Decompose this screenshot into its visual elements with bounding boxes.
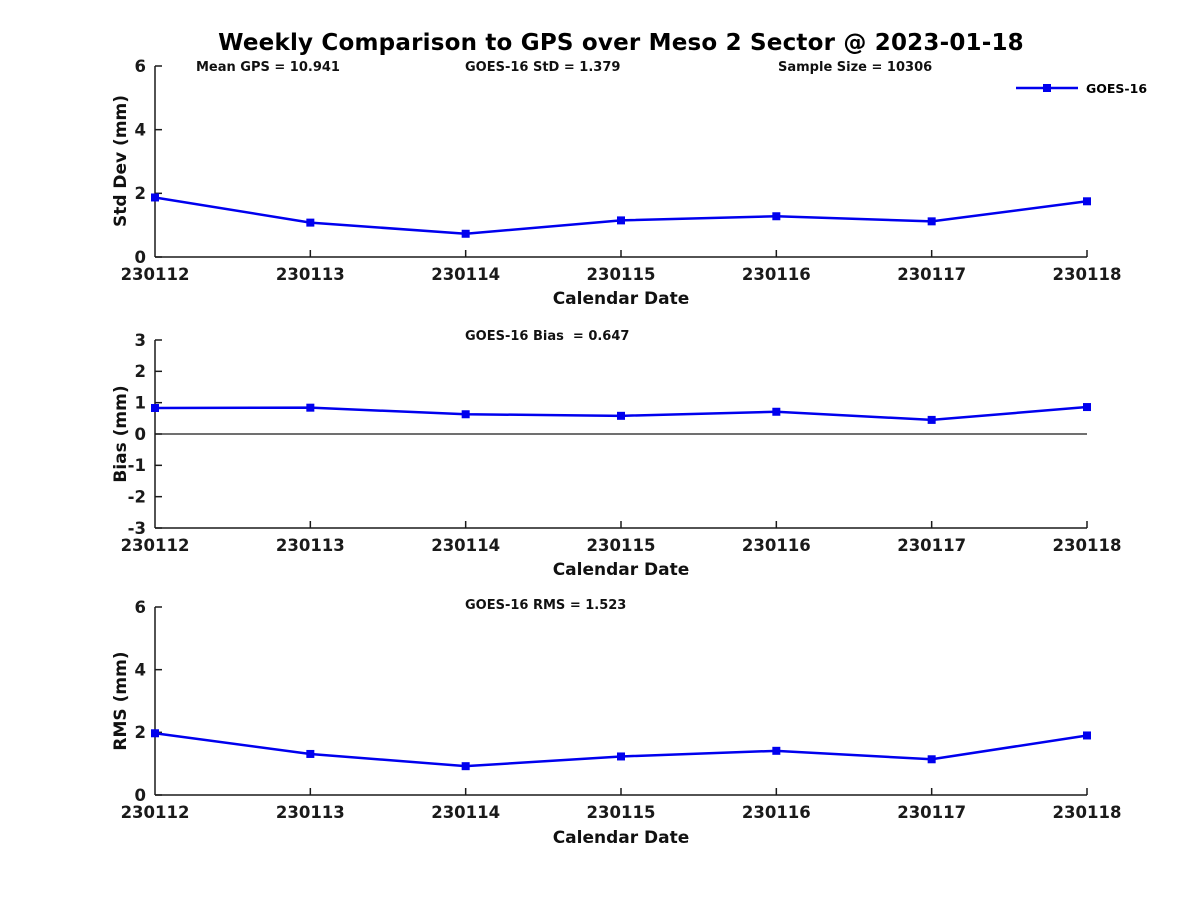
y-axis-label-std-dev: Std Dev (mm) bbox=[111, 94, 131, 228]
data-point-marker bbox=[461, 229, 470, 238]
x-tick-label: 230117 bbox=[897, 536, 966, 555]
y-tick-label: 2 bbox=[135, 362, 146, 381]
data-point-marker bbox=[461, 762, 470, 771]
data-point-marker bbox=[772, 407, 781, 416]
y-tick-label: 1 bbox=[135, 393, 146, 412]
x-tick-label: 230114 bbox=[431, 536, 500, 555]
data-point-marker bbox=[306, 749, 315, 758]
x-tick-label: 230117 bbox=[897, 803, 966, 822]
y-tick-label: 2 bbox=[135, 184, 146, 203]
y-tick-label: 4 bbox=[135, 660, 146, 679]
annotation-goes16-std: GOES-16 StD = 1.379 bbox=[465, 60, 621, 75]
data-point-marker bbox=[617, 752, 625, 761]
y-tick-label: 2 bbox=[135, 723, 146, 742]
bias-plot: -3 -2 -1 0 1 2 3 230112 230113 230114 230115 230116… bbox=[121, 331, 1122, 555]
legend-line-marker-icon bbox=[1016, 84, 1078, 92]
data-point-marker bbox=[772, 212, 781, 221]
figure-title: Weekly Comparison to GPS over Meso 2 Sec… bbox=[218, 30, 1024, 56]
data-point-marker bbox=[927, 217, 936, 226]
data-point-marker bbox=[617, 216, 625, 225]
x-axis-label-top: Calendar Date bbox=[552, 289, 690, 309]
rms-plot: 0 2 4 6 230112 230113 230114 230115 230116 230117… bbox=[121, 598, 1122, 822]
x-tick-label: 230115 bbox=[587, 803, 656, 822]
y-tick-label: 0 bbox=[135, 425, 146, 444]
y-tick-label: 6 bbox=[135, 57, 146, 76]
x-tick-label: 230114 bbox=[431, 803, 500, 822]
y-tick-label: 6 bbox=[135, 598, 146, 617]
annotation-mean-gps: Mean GPS = 10.941 bbox=[196, 60, 340, 75]
legend-label: GOES-16 bbox=[1086, 80, 1148, 96]
x-axis-label-bottom: Calendar Date bbox=[552, 828, 690, 848]
x-tick-label: 230117 bbox=[897, 265, 966, 284]
x-tick-label: 230114 bbox=[431, 265, 500, 284]
x-tick-label: 230116 bbox=[742, 536, 811, 555]
x-tick-label: 230115 bbox=[587, 536, 656, 555]
data-point-marker bbox=[151, 193, 159, 202]
data-point-marker bbox=[1083, 731, 1091, 740]
x-tick-label: 230113 bbox=[276, 803, 345, 822]
data-point-marker bbox=[1083, 197, 1091, 206]
y-tick-label: 3 bbox=[135, 331, 146, 350]
data-point-marker bbox=[927, 415, 936, 424]
y-tick-label: -2 bbox=[128, 487, 146, 506]
x-tick-label: 230118 bbox=[1053, 265, 1122, 284]
data-point-marker bbox=[772, 746, 781, 755]
data-point-marker bbox=[1083, 403, 1091, 412]
data-line bbox=[154, 196, 1088, 236]
x-tick-label: 230112 bbox=[121, 803, 190, 822]
x-tick-label: 230118 bbox=[1053, 803, 1122, 822]
data-point-marker bbox=[151, 403, 159, 412]
x-tick-label: 230113 bbox=[276, 265, 345, 284]
y-tick-label: 0 bbox=[135, 786, 146, 805]
data-point-marker bbox=[927, 755, 936, 764]
x-tick-label: 230116 bbox=[742, 265, 811, 284]
x-axis-label-middle: Calendar Date bbox=[552, 560, 690, 580]
y-tick-label: -3 bbox=[128, 519, 146, 538]
x-tick-label: 230118 bbox=[1053, 536, 1122, 555]
y-axis-label-rms: RMS (mm) bbox=[111, 651, 131, 751]
y-tick-label: 4 bbox=[135, 120, 146, 139]
data-point-marker bbox=[306, 218, 315, 227]
x-tick-label: 230112 bbox=[121, 536, 190, 555]
x-tick-label: 230115 bbox=[587, 265, 656, 284]
y-tick-label: 0 bbox=[135, 248, 146, 267]
annotation-goes16-rms: GOES-16 RMS = 1.523 bbox=[465, 598, 627, 613]
data-point-marker bbox=[617, 411, 625, 420]
annotation-goes16-bias: GOES-16 Bias = 0.647 bbox=[465, 329, 630, 344]
data-line bbox=[154, 732, 1088, 768]
annotation-sample-size: Sample Size = 10306 bbox=[778, 60, 933, 75]
data-point-marker bbox=[151, 729, 159, 738]
std-dev-plot: 0 2 4 6 230112 230113 230114 230115 230116 230117… bbox=[121, 57, 1122, 284]
data-point-marker bbox=[306, 403, 315, 412]
legend: GOES-16 bbox=[1016, 80, 1148, 96]
x-tick-label: 230113 bbox=[276, 536, 345, 555]
y-tick-label: -1 bbox=[128, 456, 146, 475]
x-tick-label: 230116 bbox=[742, 803, 811, 822]
x-tick-label: 230112 bbox=[121, 265, 190, 284]
data-point-marker bbox=[461, 410, 470, 419]
